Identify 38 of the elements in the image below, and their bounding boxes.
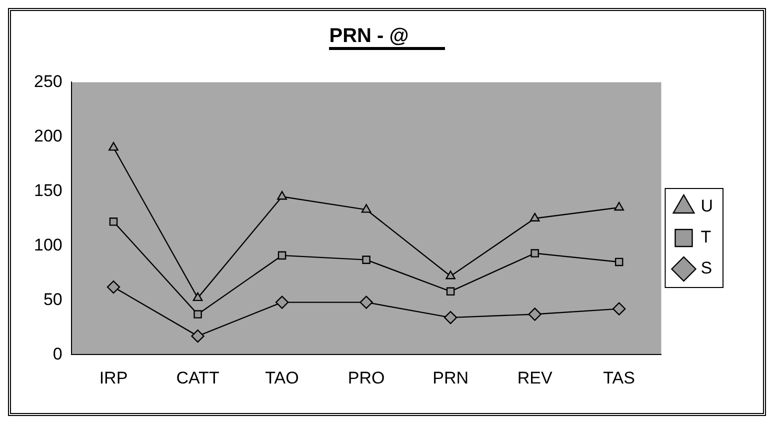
point [109,218,118,226]
legend-label: U [700,196,714,216]
point [446,270,456,280]
point [277,191,287,200]
y-tick-label: 50 [43,290,62,309]
chart-title: PRN - @ [329,25,445,50]
point [191,329,204,343]
y-tick-label: 250 [34,72,62,91]
point [108,142,118,151]
point [361,204,372,213]
point [530,212,540,222]
point [444,310,458,324]
x-tick-label: CATT [176,368,220,388]
point [362,256,370,264]
x-tick-label: PRN [432,368,469,388]
y-tick-label: 100 [34,235,62,254]
x-tick-label: TAS [603,368,635,388]
legend-label: T [700,228,712,247]
y-tick-label: 200 [34,126,62,146]
point [275,296,289,309]
point [530,249,539,258]
x-tick-label: TAO [265,368,299,388]
legend-label: S [700,258,712,278]
x-tick-label: IRP [99,368,128,388]
x-tick-label: REV [517,368,553,388]
point [614,258,624,266]
point [194,310,202,318]
point [278,251,286,260]
point [528,308,542,321]
y-tick-label: 0 [52,344,62,364]
point [612,302,626,316]
point [106,280,120,294]
y-tick-label: 150 [34,180,62,200]
x-tick-label: PRO [348,368,385,388]
point [446,287,455,296]
point [192,292,203,302]
point [614,202,624,211]
point [360,296,373,309]
